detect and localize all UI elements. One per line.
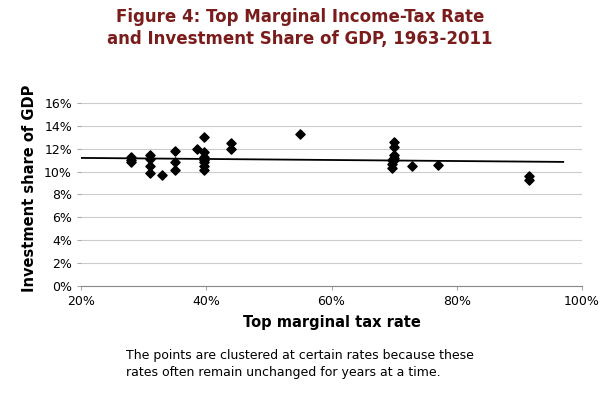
Point: [170, 148, 180, 154]
Point: [387, 160, 397, 167]
Point: [389, 155, 399, 161]
Point: [145, 163, 155, 169]
Point: [389, 143, 399, 150]
X-axis label: Top marginal tax rate: Top marginal tax rate: [242, 315, 421, 330]
Point: [199, 163, 209, 169]
Point: [127, 157, 136, 164]
Point: [199, 167, 209, 174]
Point: [389, 139, 399, 145]
Y-axis label: Investment share of GDP: Investment share of GDP: [22, 85, 37, 293]
Text: Figure 4: Top Marginal Income-Tax Rate
and Investment Share of GDP, 1963-2011: Figure 4: Top Marginal Income-Tax Rate a…: [107, 8, 493, 49]
Point: [389, 151, 399, 158]
Point: [127, 153, 136, 160]
Point: [145, 169, 155, 176]
Point: [199, 134, 209, 141]
Point: [145, 151, 155, 158]
Point: [524, 176, 534, 183]
Point: [407, 163, 416, 169]
Point: [170, 167, 180, 174]
Point: [433, 162, 443, 168]
Point: [199, 157, 209, 164]
Point: [295, 131, 305, 137]
Point: [170, 159, 180, 166]
Point: [227, 146, 236, 152]
Point: [387, 165, 397, 171]
Point: [524, 173, 534, 180]
Text: The points are clustered at certain rates because these
rates often remain uncha: The points are clustered at certain rate…: [126, 349, 474, 379]
Point: [199, 159, 209, 166]
Point: [199, 153, 209, 160]
Point: [387, 157, 397, 164]
Point: [193, 146, 202, 152]
Point: [145, 156, 155, 162]
Point: [389, 157, 399, 164]
Point: [158, 172, 167, 178]
Point: [127, 159, 136, 166]
Point: [227, 140, 236, 146]
Point: [199, 149, 209, 155]
